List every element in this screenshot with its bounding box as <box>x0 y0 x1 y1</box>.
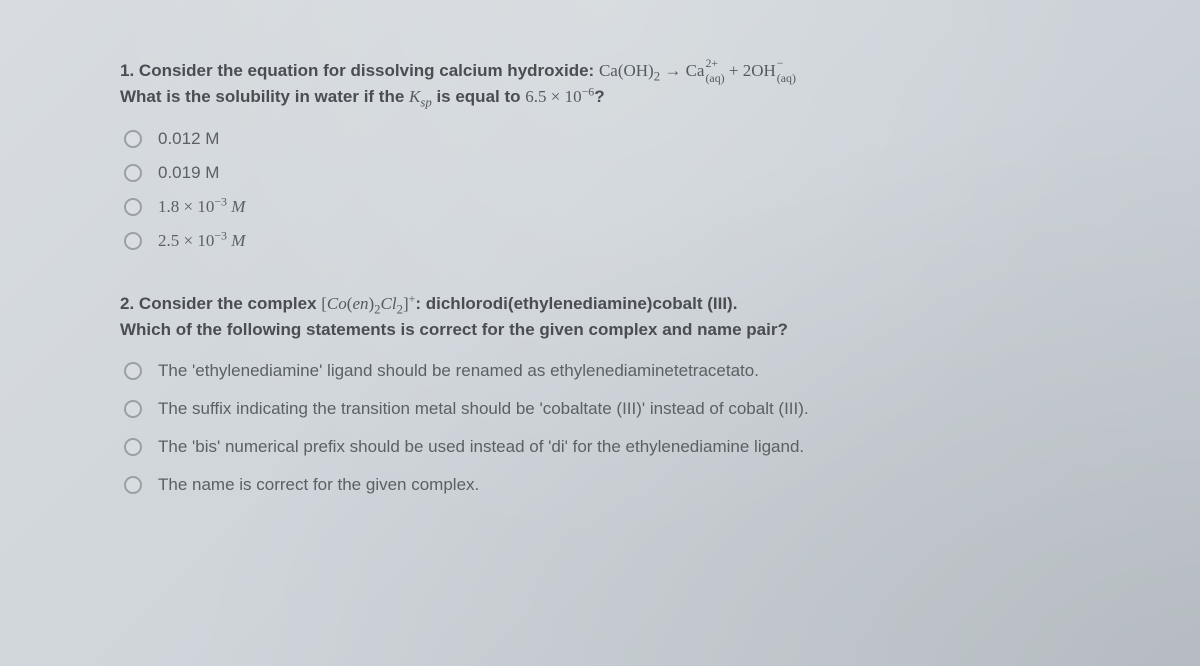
radio-icon[interactable] <box>124 232 142 250</box>
q1-option[interactable]: 2.5 × 10−3 M <box>124 231 1080 251</box>
q1-option[interactable]: 0.019 M <box>124 163 1080 183</box>
question-2-stem: 2. Consider the complex [Co(en)2Cl2]+: d… <box>120 291 1080 344</box>
question-1-stem: 1. Consider the equation for dissolving … <box>120 58 1080 111</box>
q1-ksp: Ksp <box>409 87 432 106</box>
q1-options: 0.012 M 0.019 M 1.8 × 10−3 M 2.5 × 10−3 … <box>120 129 1080 251</box>
q2-option[interactable]: The name is correct for the given comple… <box>124 475 1080 495</box>
q1-line2-mid: is equal to <box>432 87 526 106</box>
q1-option[interactable]: 1.8 × 10−3 M <box>124 197 1080 217</box>
option-label: The 'ethylenediamine' ligand should be r… <box>158 361 759 381</box>
option-label: 0.012 M <box>158 129 219 149</box>
radio-icon[interactable] <box>124 198 142 216</box>
q2-stem-after: : dichlorodi(ethylenediamine)cobalt (III… <box>415 294 737 313</box>
q2-option[interactable]: The 'bis' numerical prefix should be use… <box>124 437 1080 457</box>
radio-icon[interactable] <box>124 476 142 494</box>
q1-ksp-value: 6.5 × 10−6 <box>525 87 594 106</box>
q1-equation: Ca(OH)2 → Ca2+(aq) + 2OH−(aq) <box>599 61 796 80</box>
q2-option[interactable]: The suffix indicating the transition met… <box>124 399 1080 419</box>
option-label: The name is correct for the given comple… <box>158 475 479 495</box>
option-label: 1.8 × 10−3 M <box>158 197 245 217</box>
q2-stem-lead: Consider the complex <box>139 294 321 313</box>
radio-icon[interactable] <box>124 400 142 418</box>
q1-number: 1. <box>120 61 134 80</box>
option-label: 0.019 M <box>158 163 219 183</box>
radio-icon[interactable] <box>124 362 142 380</box>
q2-option[interactable]: The 'ethylenediamine' ligand should be r… <box>124 361 1080 381</box>
option-label: 2.5 × 10−3 M <box>158 231 245 251</box>
radio-icon[interactable] <box>124 164 142 182</box>
radio-icon[interactable] <box>124 438 142 456</box>
q1-stem-lead: Consider the equation for dissolving cal… <box>139 61 599 80</box>
option-label: The suffix indicating the transition met… <box>158 399 809 419</box>
q2-line2: Which of the following statements is cor… <box>120 320 788 339</box>
option-label: The 'bis' numerical prefix should be use… <box>158 437 804 457</box>
q1-option[interactable]: 0.012 M <box>124 129 1080 149</box>
q2-complex: [Co(en)2Cl2]+ <box>321 294 415 313</box>
q1-line2-tail: ? <box>594 87 604 106</box>
question-1: 1. Consider the equation for dissolving … <box>120 58 1080 251</box>
question-2: 2. Consider the complex [Co(en)2Cl2]+: d… <box>120 291 1080 496</box>
q2-options: The 'ethylenediamine' ligand should be r… <box>120 361 1080 495</box>
q2-number: 2. <box>120 294 134 313</box>
q1-line2-lead: What is the solubility in water if the <box>120 87 409 106</box>
radio-icon[interactable] <box>124 130 142 148</box>
